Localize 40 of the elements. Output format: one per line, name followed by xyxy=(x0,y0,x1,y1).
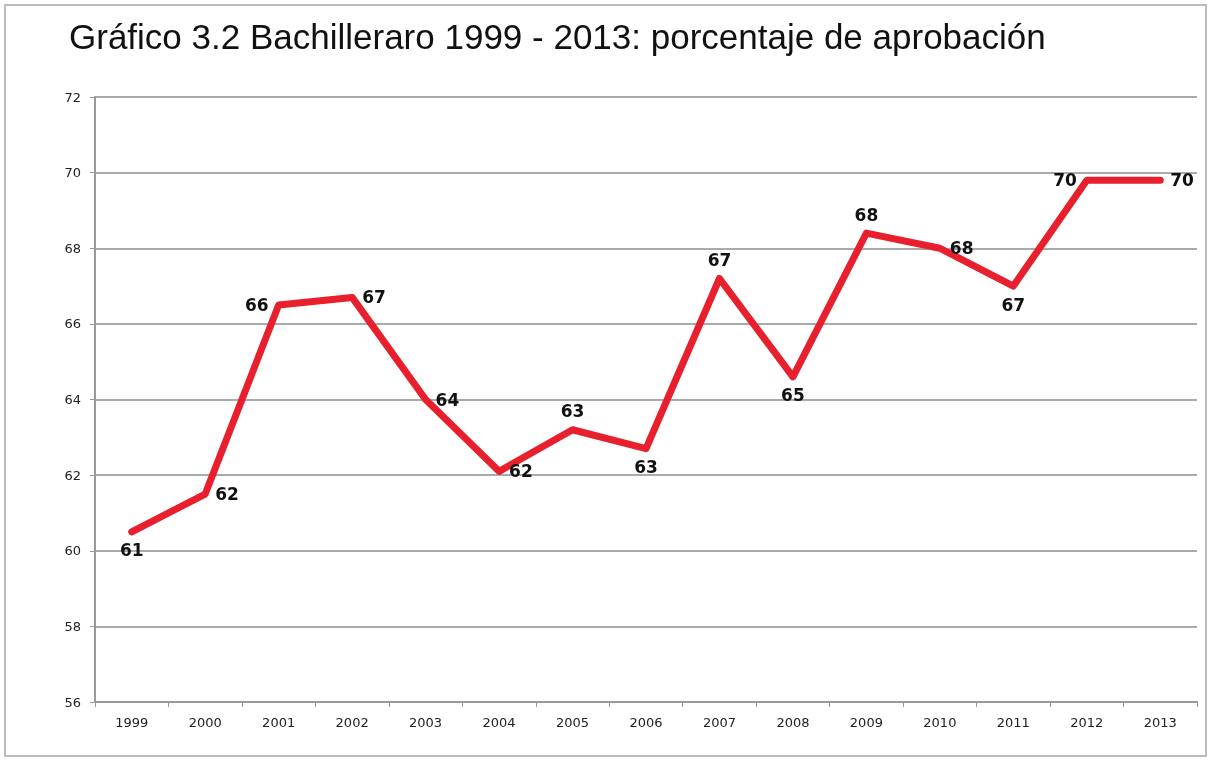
y-tick-label: 58 xyxy=(64,618,81,634)
x-tick-label: 2002 xyxy=(335,715,369,730)
x-tick-label: 2006 xyxy=(629,715,663,730)
x-tick-label: 2007 xyxy=(702,715,737,730)
data-label: 63 xyxy=(634,457,658,478)
y-tick-label: 68 xyxy=(64,240,81,256)
x-tick-label: 1999 xyxy=(115,715,149,730)
x-tick-label: 2011 xyxy=(996,715,1030,730)
data-label: 70 xyxy=(1053,170,1077,191)
y-tick-label: 62 xyxy=(64,467,81,483)
y-tick-label: 70 xyxy=(64,165,81,181)
y-tick-label: 60 xyxy=(64,543,81,559)
chart-title: Gráfico 3.2 Bachilleraro 1999 - 2013: porcentaje de aprobación xyxy=(69,17,1046,56)
data-label: 67 xyxy=(1001,294,1026,315)
data-label: 62 xyxy=(215,484,239,505)
x-tick-label: 2001 xyxy=(262,715,296,730)
data-label: 61 xyxy=(119,540,144,561)
y-tick-label: 66 xyxy=(64,316,81,332)
x-tick-label: 2010 xyxy=(923,715,957,730)
x-tick-label: 2003 xyxy=(409,715,443,730)
data-label: 64 xyxy=(435,389,460,410)
data-label: 68 xyxy=(949,238,974,259)
data-label: 67 xyxy=(362,287,386,308)
x-tick-label: 2004 xyxy=(482,715,516,730)
data-label: 65 xyxy=(781,385,805,406)
x-tick-label: 2012 xyxy=(1070,715,1104,730)
data-label: 67 xyxy=(707,250,732,270)
x-tick-label: 2005 xyxy=(555,715,590,730)
x-tick-label: 2000 xyxy=(188,715,222,730)
y-tick-label: 72 xyxy=(64,89,81,105)
data-label: 63 xyxy=(560,401,585,422)
data-label: 70 xyxy=(1170,170,1195,191)
x-tick-label: 2009 xyxy=(849,715,883,730)
data-label: 66 xyxy=(244,294,269,315)
y-tick-label: 64 xyxy=(64,392,81,407)
x-tick-label: 2013 xyxy=(1143,715,1177,730)
x-tick-label: 2008 xyxy=(776,715,810,730)
data-label: 62 xyxy=(509,461,533,482)
y-tick-label: 56 xyxy=(64,694,81,710)
data-label: 68 xyxy=(854,204,879,225)
